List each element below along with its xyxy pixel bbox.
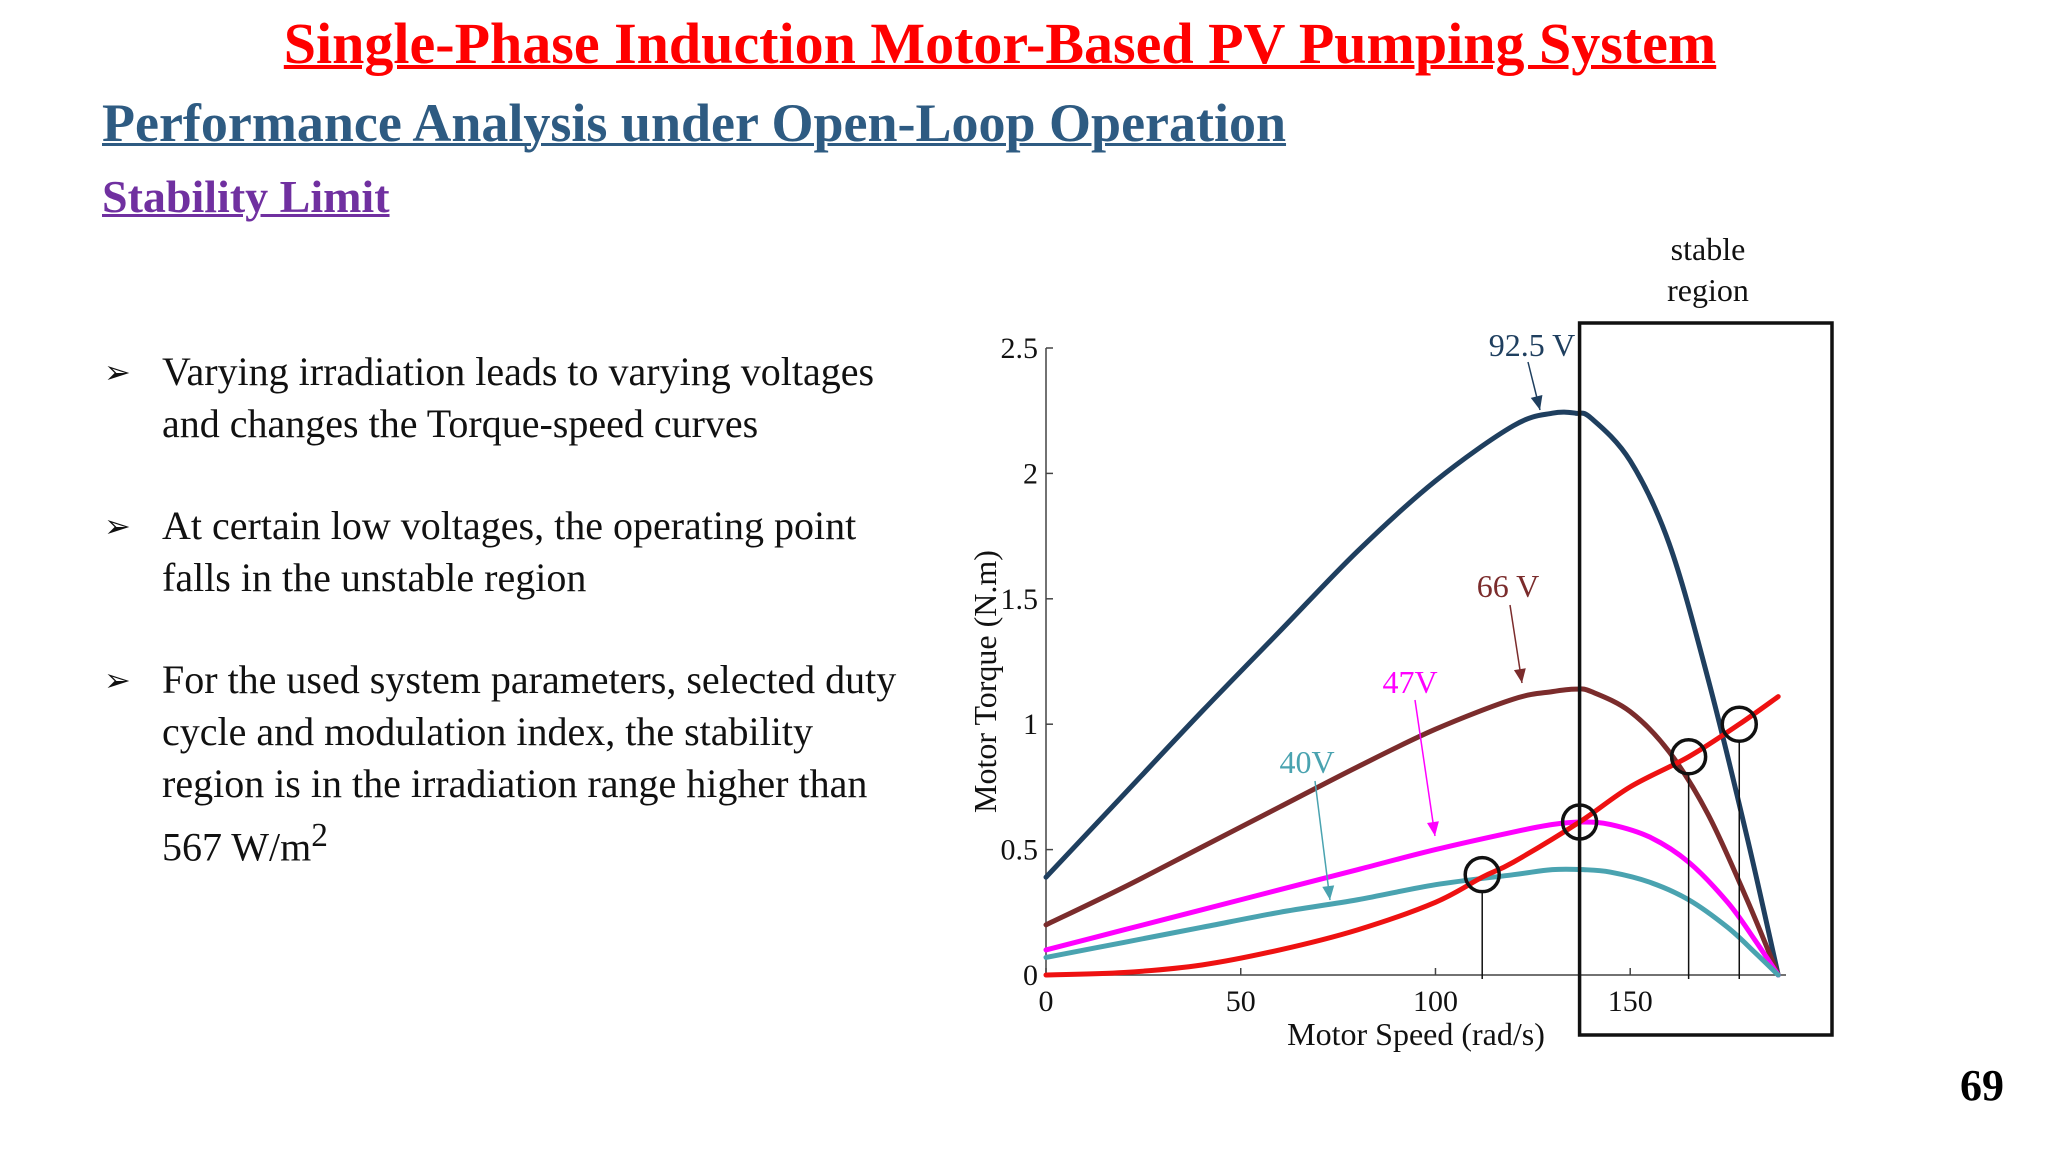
annotation-label: 40V	[1279, 744, 1334, 780]
y-tick-label: 2.5	[1001, 332, 1039, 365]
x-axis-label: Motor Speed (rad/s)	[1287, 1016, 1545, 1052]
annotation-arrowhead-icon	[1530, 394, 1543, 410]
arrow-bullet-icon: ➢	[104, 353, 131, 391]
series-line-66-v	[1043, 686, 1781, 978]
bullet-item: ➢ At certain low voltages, the operating…	[100, 500, 900, 604]
x-tick-label: 100	[1413, 985, 1458, 1018]
series-line-load	[1043, 694, 1781, 978]
annotation-arrowhead-icon	[1322, 885, 1335, 900]
page-number: 69	[1960, 1061, 2004, 1110]
annotation-label: 66 V	[1477, 568, 1540, 604]
series-layer	[1043, 409, 1781, 978]
chart-labels-layer: 92.5 V 66 V 47V 40V stable region	[1279, 231, 1749, 901]
operating-point-circle	[1463, 855, 1501, 894]
y-tick-label: 1.5	[1001, 583, 1039, 616]
series-line-47v	[1043, 819, 1781, 978]
slide-title: Single-Phase Induction Motor-Based PV Pu…	[283, 11, 1717, 76]
bullet-item: ➢ Varying irradiation leads to varying v…	[100, 346, 900, 450]
y-tick-label: 0.5	[1001, 834, 1039, 867]
annotation-arrow-line	[1314, 780, 1331, 901]
annotation-arrowhead-icon	[1513, 668, 1526, 683]
y-tick-label: 2	[1023, 457, 1038, 490]
y-axis-label: Motor Torque (N.m)	[967, 550, 1003, 813]
operating-point-circle	[1720, 705, 1759, 743]
x-tick-label: 0	[1039, 985, 1054, 1018]
bullet-item: ➢ For the used system parameters, select…	[100, 654, 900, 873]
section-heading: Stability Limit	[102, 171, 390, 222]
bullet-text: For the used system parameters, selected…	[162, 657, 897, 870]
arrow-bullet-icon: ➢	[104, 507, 131, 545]
x-tick-label: 50	[1226, 985, 1256, 1018]
annotation-label: stable	[1671, 231, 1746, 267]
annotation-label: 92.5 V	[1489, 327, 1576, 363]
series-line-40v	[1043, 866, 1781, 978]
stable-region-box	[1577, 321, 1834, 1037]
slide-subtitle: Performance Analysis under Open-Loop Ope…	[102, 93, 1287, 153]
operating-point-circle	[1669, 738, 1708, 776]
y-tick-label: 0	[1023, 959, 1038, 992]
annotation-arrow-line	[1414, 699, 1436, 837]
superscript: 2	[311, 817, 328, 854]
arrow-bullet-icon: ➢	[104, 661, 131, 699]
operating-points-layer	[1463, 321, 1834, 1037]
bullet-text: At certain low voltages, the operating p…	[162, 503, 857, 600]
x-tick-label: 150	[1608, 985, 1653, 1018]
y-tick-label: 1	[1023, 708, 1038, 741]
annotation-label: 47V	[1382, 664, 1437, 700]
annotation-arrowhead-icon	[1427, 821, 1439, 836]
bullet-text: Varying irradiation leads to varying vol…	[162, 349, 875, 446]
chart-axes: 0 0.5 1 1.5 2 2.5 0 50 100 150 Motor Speed (rad/s)…	[967, 332, 1786, 1052]
bullet-list: ➢ Varying irradiation leads to varying v…	[100, 346, 900, 923]
series-line-92-5-v	[1043, 409, 1781, 978]
annotation-label: region	[1667, 272, 1749, 308]
